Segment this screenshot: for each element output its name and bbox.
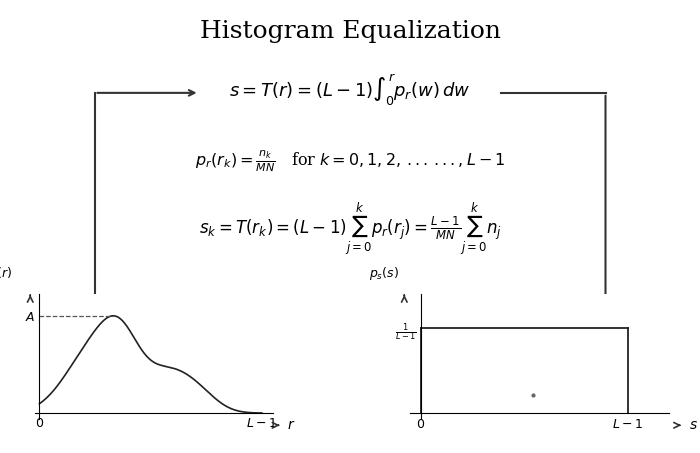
Text: $s = T(r) = (L-1)\int_0^r p_r(w)\,dw$: $s = T(r) = (L-1)\int_0^r p_r(w)\,dw$ xyxy=(229,73,471,108)
Text: $p_s(s)$: $p_s(s)$ xyxy=(369,265,398,282)
Text: Histogram Equalization: Histogram Equalization xyxy=(199,20,500,43)
Text: $p_r(r)$: $p_r(r)$ xyxy=(0,265,13,282)
Text: $r$: $r$ xyxy=(287,418,295,432)
Text: $s_k = T(r_k) = (L-1)\sum_{j=0}^{k} p_r(r_j) = \frac{L-1}{MN}\sum_{j=0}^{k} n_j$: $s_k = T(r_k) = (L-1)\sum_{j=0}^{k} p_r(… xyxy=(199,201,501,257)
Text: $p_r(r_k) = \frac{n_k}{MN}$   for $k = 0,1,2,\,...\,...,L-1$: $p_r(r_k) = \frac{n_k}{MN}$ for $k = 0,1… xyxy=(195,148,505,173)
Text: $s$: $s$ xyxy=(690,418,698,432)
